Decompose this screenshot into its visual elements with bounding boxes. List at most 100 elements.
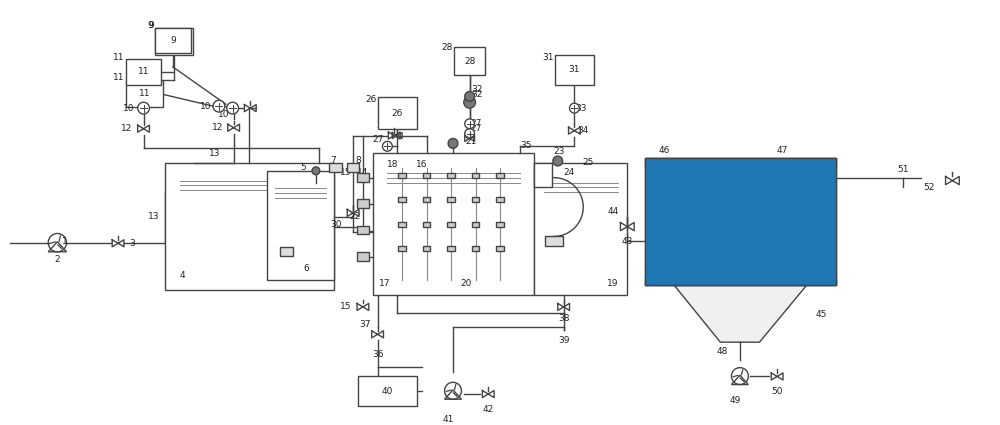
Text: 46: 46	[659, 146, 670, 155]
Text: 34: 34	[578, 126, 589, 135]
Text: 19: 19	[607, 279, 618, 288]
Text: 45: 45	[816, 310, 827, 319]
Text: 6: 6	[303, 264, 309, 273]
Bar	[398, 173, 406, 178]
Text: 32: 32	[471, 90, 482, 99]
Text: 15: 15	[340, 303, 351, 312]
Bar	[447, 222, 455, 227]
Text: 52: 52	[923, 183, 935, 192]
Circle shape	[213, 100, 225, 112]
Text: 2: 2	[55, 255, 60, 264]
Text: 30: 30	[330, 220, 341, 229]
Bar	[155, 28, 193, 55]
Bar	[423, 197, 430, 202]
Text: 32: 32	[471, 85, 482, 94]
Text: 9: 9	[149, 21, 154, 30]
Bar	[472, 246, 479, 251]
Bar	[267, 171, 334, 280]
Bar	[647, 183, 834, 261]
Text: 13: 13	[148, 212, 159, 221]
Text: 16: 16	[416, 160, 427, 170]
Circle shape	[382, 142, 392, 151]
Text: 12: 12	[121, 124, 133, 133]
Bar	[357, 252, 369, 261]
Text: 51: 51	[898, 165, 909, 174]
Text: 9: 9	[148, 21, 153, 30]
Text: 9: 9	[171, 37, 177, 46]
Bar	[534, 163, 627, 295]
Circle shape	[312, 167, 320, 175]
Circle shape	[465, 91, 475, 101]
Text: 21: 21	[465, 137, 476, 146]
Text: 4: 4	[180, 271, 186, 280]
Bar	[280, 246, 293, 255]
Text: 42: 42	[483, 405, 494, 414]
Text: 49: 49	[729, 397, 741, 405]
Text: 43: 43	[622, 237, 633, 246]
Text: 26: 26	[365, 95, 377, 104]
Bar	[496, 197, 504, 202]
Text: 8: 8	[355, 156, 361, 164]
Text: 25: 25	[582, 159, 594, 167]
Circle shape	[553, 156, 563, 166]
Bar	[555, 55, 594, 85]
Text: 38: 38	[558, 314, 569, 323]
Text: 5: 5	[300, 163, 306, 173]
Bar	[447, 173, 455, 178]
Text: 31: 31	[569, 65, 580, 74]
Circle shape	[448, 139, 458, 148]
Text: 3: 3	[129, 239, 135, 248]
Bar	[398, 197, 406, 202]
Bar	[472, 197, 479, 202]
Bar	[423, 222, 430, 227]
Text: 27: 27	[471, 119, 482, 128]
Text: 24: 24	[563, 168, 574, 177]
Circle shape	[570, 103, 579, 113]
Text: 12: 12	[211, 123, 223, 132]
Bar	[454, 48, 485, 75]
Text: 44: 44	[608, 207, 619, 216]
Bar	[329, 164, 342, 172]
Bar	[496, 222, 504, 227]
Circle shape	[465, 119, 475, 129]
Text: 14: 14	[357, 168, 369, 177]
Text: 17: 17	[379, 279, 390, 288]
Text: 10: 10	[218, 110, 230, 119]
Bar	[373, 153, 534, 295]
Bar	[645, 158, 836, 166]
Bar	[357, 226, 369, 235]
Text: 10: 10	[123, 104, 135, 113]
Bar	[645, 158, 836, 285]
Bar	[155, 28, 191, 53]
Bar	[398, 246, 406, 251]
Text: 23: 23	[553, 147, 564, 156]
Text: 40: 40	[382, 387, 393, 396]
Bar	[472, 173, 479, 178]
Bar	[496, 246, 504, 251]
Text: 35: 35	[521, 141, 532, 150]
Circle shape	[227, 102, 239, 114]
Text: 37: 37	[359, 320, 371, 329]
Bar	[378, 97, 417, 129]
Text: 33: 33	[576, 104, 587, 113]
Bar	[423, 246, 430, 251]
Text: 10: 10	[200, 102, 211, 111]
Polygon shape	[674, 285, 807, 342]
Bar	[447, 197, 455, 202]
Text: 26: 26	[391, 108, 403, 118]
Bar	[545, 236, 563, 246]
Text: 11: 11	[138, 68, 149, 76]
Text: 20: 20	[460, 279, 471, 288]
Bar	[423, 173, 430, 178]
Bar	[357, 173, 369, 181]
Circle shape	[138, 102, 149, 114]
Text: 39: 39	[558, 336, 569, 345]
Text: 48: 48	[717, 348, 728, 357]
Text: 22: 22	[349, 212, 361, 221]
Text: 36: 36	[372, 350, 383, 360]
Bar	[165, 163, 334, 290]
Text: 47: 47	[776, 146, 788, 155]
Text: 41: 41	[442, 415, 454, 424]
Bar	[645, 278, 836, 285]
Text: 11: 11	[139, 89, 150, 98]
